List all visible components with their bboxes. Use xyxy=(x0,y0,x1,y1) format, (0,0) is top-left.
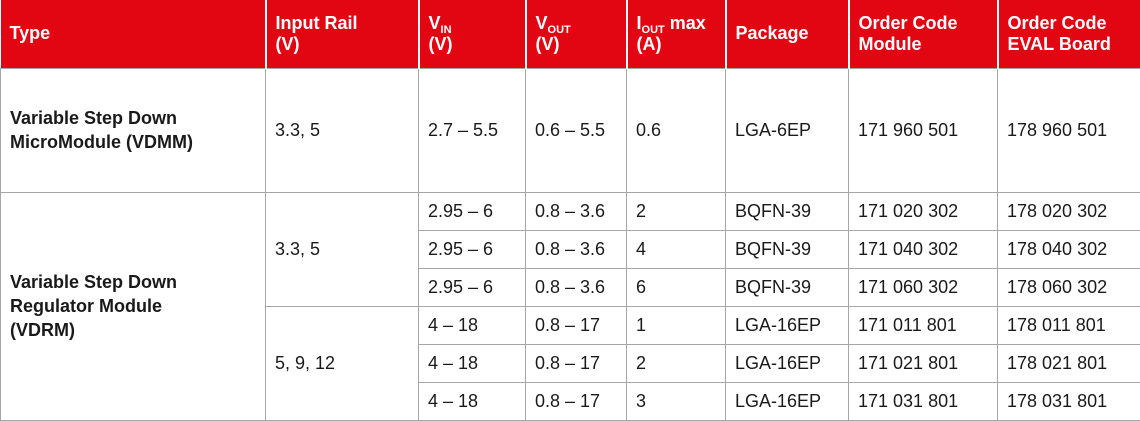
header-label: Order Code xyxy=(1008,13,1139,34)
cell-order-code-module: 171 011 801 xyxy=(849,306,998,344)
table-row-vdmm: Variable Step Down MicroModule (VDMM) 3.… xyxy=(1,68,1140,192)
cell-vout: 0.6 – 5.5 xyxy=(526,68,627,192)
header-label: Input Rail xyxy=(276,13,416,34)
cell-iout: 1 xyxy=(627,306,726,344)
column-header-type: Type xyxy=(1,0,266,68)
cell-order-code-eval: 178 011 801 xyxy=(998,306,1140,344)
cell-order-code-eval: 178 060 302 xyxy=(998,268,1140,306)
column-header-order-code-module: Order Code Module xyxy=(849,0,998,68)
cell-order-code-eval: 178 020 302 xyxy=(998,192,1140,230)
cell-vout: 0.8 – 3.6 xyxy=(526,192,627,230)
cell-vin: 2.95 – 6 xyxy=(419,230,526,268)
cell-vin: 4 – 18 xyxy=(419,306,526,344)
cell-package: LGA-6EP xyxy=(726,68,849,192)
cell-order-code-module: 171 040 302 xyxy=(849,230,998,268)
column-header-input-rail: Input Rail (V) xyxy=(266,0,419,68)
cell-order-code-eval: 178 021 801 xyxy=(998,344,1140,382)
cell-type-vdmm: Variable Step Down MicroModule (VDMM) xyxy=(1,68,266,192)
cell-package: BQFN-39 xyxy=(726,268,849,306)
cell-package: BQFN-39 xyxy=(726,230,849,268)
cell-vout: 0.8 – 17 xyxy=(526,306,627,344)
cell-order-code-eval: 178 031 801 xyxy=(998,382,1140,420)
column-header-order-code-eval: Order Code EVAL Board xyxy=(998,0,1140,68)
header-label: VOUT xyxy=(536,13,624,34)
cell-vin: 2.95 – 6 xyxy=(419,268,526,306)
cell-input-rail: 3.3, 5 xyxy=(266,68,419,192)
cell-order-code-module: 171 020 302 xyxy=(849,192,998,230)
cell-order-code-eval: 178 040 302 xyxy=(998,230,1140,268)
cell-vout: 0.8 – 17 xyxy=(526,382,627,420)
cell-iout: 4 xyxy=(627,230,726,268)
cell-iout: 0.6 xyxy=(627,68,726,192)
product-type-label: Variable Step Down Regulator Module (VDR… xyxy=(10,270,215,342)
cell-vin: 2.95 – 6 xyxy=(419,192,526,230)
header-label: Package xyxy=(736,23,846,44)
cell-package: LGA-16EP xyxy=(726,306,849,344)
header-label: VIN xyxy=(429,13,523,34)
cell-vout: 0.8 – 3.6 xyxy=(526,230,627,268)
subscript: IN xyxy=(441,24,452,36)
cell-vout: 0.8 – 3.6 xyxy=(526,268,627,306)
cell-iout: 2 xyxy=(627,344,726,382)
cell-vin: 4 – 18 xyxy=(419,344,526,382)
cell-package: BQFN-39 xyxy=(726,192,849,230)
cell-vin: 2.7 – 5.5 xyxy=(419,68,526,192)
cell-order-code-module: 171 060 302 xyxy=(849,268,998,306)
cell-package: LGA-16EP xyxy=(726,344,849,382)
column-header-package: Package xyxy=(726,0,849,68)
subscript: OUT xyxy=(548,24,571,36)
cell-iout: 3 xyxy=(627,382,726,420)
header-label: EVAL Board xyxy=(1008,34,1139,55)
product-type-label: Variable Step Down MicroModule (VDMM) xyxy=(10,106,215,154)
column-header-iout-max: IOUT max (A) xyxy=(627,0,726,68)
header-unit: (V) xyxy=(429,34,523,55)
column-header-vin: VIN (V) xyxy=(419,0,526,68)
header-label: Module xyxy=(859,34,995,55)
cell-order-code-module: 171 960 501 xyxy=(849,68,998,192)
subscript: OUT xyxy=(642,24,665,36)
cell-order-code-eval: 178 960 501 xyxy=(998,68,1140,192)
cell-vin: 4 – 18 xyxy=(419,382,526,420)
header-label: Order Code xyxy=(859,13,995,34)
table-header-row: Type Input Rail (V) VIN (V) VOUT (V) IOU… xyxy=(1,0,1140,68)
cell-iout: 2 xyxy=(627,192,726,230)
header-label: Type xyxy=(10,23,263,44)
table-row-vdrm-1: Variable Step Down Regulator Module (VDR… xyxy=(1,192,1140,230)
cell-vout: 0.8 – 17 xyxy=(526,344,627,382)
cell-input-rail: 5, 9, 12 xyxy=(266,306,419,420)
cell-iout: 6 xyxy=(627,268,726,306)
header-unit: (A) xyxy=(637,34,723,55)
cell-order-code-module: 171 021 801 xyxy=(849,344,998,382)
header-unit: (V) xyxy=(536,34,624,55)
header-label: IOUT max xyxy=(637,13,723,34)
header-unit: (V) xyxy=(276,34,416,55)
cell-type-vdrm: Variable Step Down Regulator Module (VDR… xyxy=(1,192,266,420)
cell-package: LGA-16EP xyxy=(726,382,849,420)
column-header-vout: VOUT (V) xyxy=(526,0,627,68)
cell-input-rail: 3.3, 5 xyxy=(266,192,419,306)
cell-order-code-module: 171 031 801 xyxy=(849,382,998,420)
